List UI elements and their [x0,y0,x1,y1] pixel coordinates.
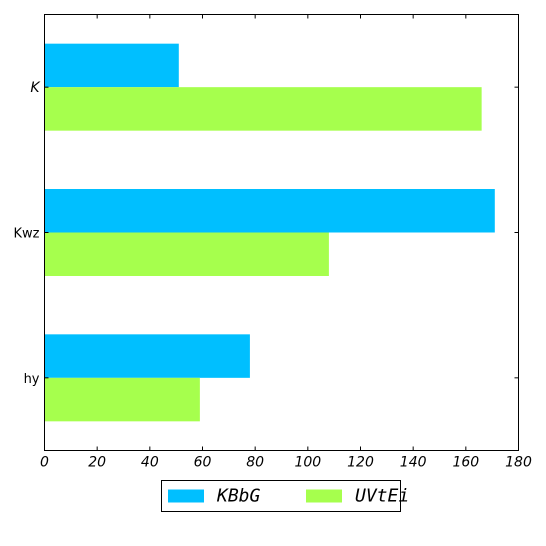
bar-1-2 [44,189,495,233]
x-tick-label: 100 [294,455,321,471]
x-tick-label: 180 [505,455,532,471]
bar-2-1 [44,87,482,131]
bar-2-3 [44,377,200,422]
x-tick-label: 40 [141,455,159,471]
legend-label-1: KBbG [216,486,261,507]
bar-1-3 [44,334,250,378]
ticks-layer: K Kwz hy 0 20 40 60 80 100 120 140 160 180 [14,14,532,471]
x-tick-label: 140 [400,455,427,471]
x-tick-label: 0 [40,455,49,471]
bar-2-2 [44,232,329,276]
legend-swatch-1 [168,489,204,503]
legend: KBbG UVtEi [161,480,409,512]
bar-1-1 [44,43,179,88]
bars-layer [44,43,495,422]
category-label: hy [24,372,40,387]
legend-label-2: UVtEi [355,486,409,507]
category-label: Kwz [14,227,40,242]
x-tick-label: 80 [246,455,264,471]
x-tick-label: 20 [88,455,106,471]
x-tick-label: 60 [194,455,212,471]
legend-swatch-2 [306,489,342,503]
category-label: K [30,80,41,96]
x-tick-label: 160 [452,455,479,471]
x-tick-label: 120 [347,455,374,471]
